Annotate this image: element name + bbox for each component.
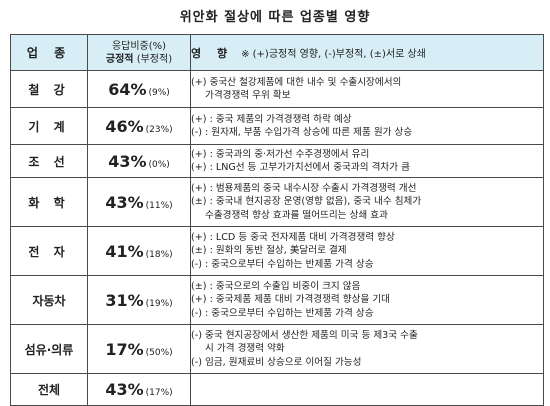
ratio-cell: 17% (50%) xyxy=(87,324,191,374)
industry-cell: 철 강 xyxy=(10,70,88,108)
impact-line: 수출경쟁력 향상 효과를 떨어뜨리는 상쇄 효과 xyxy=(205,209,388,221)
impact-line: (±) : 중국으로의 수출입 비중이 크지 않음 xyxy=(191,280,361,292)
header-row: 업 종 응답비중(%) 긍정적 (부정적) 영 향 ※ (+)긍정적 영향, (-… xyxy=(10,34,544,71)
header-impact-legend: ※ (+)긍정적 영향, (-)부정적, (±)서로 상쇄 xyxy=(241,48,426,60)
impact-line: (-) : 중국으로부터 수입하는 반제품 가격 상승 xyxy=(191,307,374,319)
negative-ratio: (11%) xyxy=(145,200,173,211)
ratio-cell: 41% (18%) xyxy=(87,226,191,276)
table-row: 섬유·의류 17% (50%) (-) 중국 현지공장에서 생산한 제품의 미국 … xyxy=(10,324,544,374)
impact-line: (+) : 범용제품의 중국 내수시장 수출시 가격경쟁력 개선 xyxy=(191,182,417,194)
impact-line: 시 가격 경쟁력 약화 xyxy=(205,343,285,355)
table-row: 철 강 64% (9%) (+) 중국산 철강제품에 대한 내수 및 수출시장에서… xyxy=(10,70,544,108)
negative-ratio: (0%) xyxy=(148,159,170,170)
table-row: 화 학 43% (11%) (+) : 범용제품의 중국 내수시장 수출시 가격경… xyxy=(10,177,544,227)
header-ratio-negative: (부정적) xyxy=(136,53,173,65)
negative-ratio: (19%) xyxy=(145,298,173,309)
impact-cell: (+) : 범용제품의 중국 내수시장 수출시 가격경쟁력 개선 (±) : 중… xyxy=(190,177,544,227)
industry-cell: 화 학 xyxy=(10,177,88,227)
ratio-cell: 64% (9%) xyxy=(87,70,191,108)
positive-ratio: 41% xyxy=(105,241,144,261)
positive-ratio: 43% xyxy=(108,151,147,171)
impact-line: (-) : 중국으로부터 수입하는 반제품 가격 상승 xyxy=(191,258,374,270)
impact-line: (+) : 중국과의 중·저가선 수주경쟁에서 유리 xyxy=(191,148,370,160)
impact-line: (+) : LCD 등 중국 전자제품 대비 가격경쟁력 향상 xyxy=(191,231,395,243)
negative-ratio: (18%) xyxy=(145,249,173,260)
positive-ratio: 31% xyxy=(105,290,144,310)
industry-cell: 자동차 xyxy=(10,275,88,325)
impact-cell: (+) 중국산 철강제품에 대한 내수 및 수출시장에서의 가격경쟁력 우위 확… xyxy=(190,70,544,108)
impact-line: (+) : 중국 제품의 가격경쟁력 하락 예상 xyxy=(191,113,352,125)
table-row-total: 전체 43% (17%) xyxy=(10,373,544,406)
impact-line: (±) : 원화의 동반 절상, 美달러로 결제 xyxy=(191,245,347,257)
impact-line: (-) 임금, 원재료비 상승으로 이어질 가능성 xyxy=(191,356,362,368)
impact-cell xyxy=(190,373,544,406)
industry-cell: 전체 xyxy=(10,373,88,406)
positive-ratio: 17% xyxy=(105,339,144,359)
negative-ratio: (50%) xyxy=(145,347,173,358)
impact-line: (-) 중국 현지공장에서 생산한 제품의 미국 등 제3국 수출 xyxy=(191,329,418,341)
table-title: 위안화 절상에 따른 업종별 영향 xyxy=(179,10,371,25)
positive-ratio: 43% xyxy=(105,380,144,399)
industry-cell: 전 자 xyxy=(10,226,88,276)
ratio-cell: 43% (0%) xyxy=(87,144,191,178)
positive-ratio: 46% xyxy=(105,116,144,136)
impact-cell: (+) : 중국과의 중·저가선 수주경쟁에서 유리 (+) : LNG선 등 … xyxy=(190,144,544,178)
table-row: 전 자 41% (18%) (+) : LCD 등 중국 전자제품 대비 가격경쟁… xyxy=(10,226,544,276)
impact-cell: (-) 중국 현지공장에서 생산한 제품의 미국 등 제3국 수출 시 가격 경… xyxy=(190,324,544,374)
industry-cell: 조 선 xyxy=(10,144,88,178)
impact-cell: (+) : LCD 등 중국 전자제품 대비 가격경쟁력 향상 (±) : 원화… xyxy=(190,226,544,276)
negative-ratio: (9%) xyxy=(148,87,170,98)
impact-line: (-) : 원자재, 부품 수입가격 상승에 따른 제품 원가 상승 xyxy=(191,127,413,138)
impact-line: 가격경쟁력 우위 확보 xyxy=(205,90,291,101)
header-impact: 영 향 ※ (+)긍정적 영향, (-)부정적, (±)서로 상쇄 xyxy=(190,34,544,71)
industry-cell: 기 계 xyxy=(10,107,88,145)
table-row: 자동차 31% (19%) (±) : 중국으로의 수출입 비중이 크지 않음 (… xyxy=(10,275,544,325)
industry-cell: 섬유·의류 xyxy=(10,324,88,374)
industry-impact-table: 업 종 응답비중(%) 긍정적 (부정적) 영 향 ※ (+)긍정적 영향, (-… xyxy=(10,34,544,406)
impact-cell: (±) : 중국으로의 수출입 비중이 크지 않음 (+) : 중국제품 제품 … xyxy=(190,275,544,325)
negative-ratio: (23%) xyxy=(145,124,173,135)
impact-line: (+) : LNG선 등 고부가가치선에서 중국과의 격차가 큼 xyxy=(191,162,410,173)
ratio-cell: 43% (11%) xyxy=(87,177,191,227)
ratio-cell: 46% (23%) xyxy=(87,107,191,145)
header-impact-label: 영 향 xyxy=(191,46,234,60)
header-industry: 업 종 xyxy=(10,34,88,71)
ratio-cell: 43% (17%) xyxy=(87,373,191,406)
negative-ratio: (17%) xyxy=(145,388,173,398)
header-ratio: 응답비중(%) 긍정적 (부정적) xyxy=(87,34,191,71)
table-row: 조 선 43% (0%) (+) : 중국과의 중·저가선 수주경쟁에서 유리 (… xyxy=(10,144,544,178)
impact-line: (+) : 중국제품 제품 대비 가격경쟁력 향상을 기대 xyxy=(191,294,390,306)
impact-cell: (+) : 중국 제품의 가격경쟁력 하락 예상 (-) : 원자재, 부품 수… xyxy=(190,107,544,145)
positive-ratio: 43% xyxy=(105,192,144,212)
header-ratio-label: 응답비중(%) xyxy=(111,40,167,52)
positive-ratio: 64% xyxy=(108,79,147,99)
impact-line: (+) 중국산 철강제품에 대한 내수 및 수출시장에서의 xyxy=(191,76,402,88)
header-ratio-positive: 긍정적 xyxy=(105,53,134,65)
table-row: 기 계 46% (23%) (+) : 중국 제품의 가격경쟁력 하락 예상 (-… xyxy=(10,107,544,145)
ratio-cell: 31% (19%) xyxy=(87,275,191,325)
impact-line: (±) : 중국내 현지공장 운영(영향 없음), 중국 내수 침체가 xyxy=(191,196,422,208)
